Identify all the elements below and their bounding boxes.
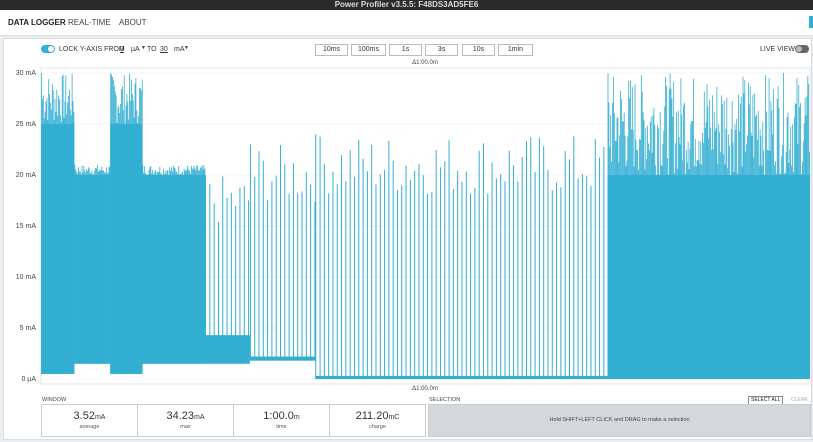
span-button[interactable]: 10ms bbox=[315, 44, 348, 56]
y-tick-label: 10 mA bbox=[16, 274, 37, 281]
span-button[interactable]: 1min bbox=[498, 44, 533, 56]
span-label: Δ1:00.0m bbox=[412, 386, 438, 392]
span-button[interactable]: 3s bbox=[425, 44, 458, 56]
dropdown-arrow: ▼ bbox=[141, 45, 146, 51]
selection-hint: Hold SHIFT+LEFT CLICK and DRAG to make a… bbox=[428, 404, 811, 437]
y-tick-label: 30 mA bbox=[16, 70, 37, 77]
live-view-label: LIVE VIEW bbox=[760, 46, 796, 53]
from-unit[interactable]: µA bbox=[131, 46, 140, 53]
nav-item[interactable]: REAL-TIME bbox=[68, 18, 111, 27]
stat-unit: mA bbox=[194, 414, 205, 421]
trace-band bbox=[249, 356, 316, 361]
lock-toggle[interactable] bbox=[41, 45, 55, 53]
stat-unit: mC bbox=[388, 414, 400, 421]
current-chart: Δ1:00.0m Δ1:00.0m 0 µA 5 mA 10 mA 15 mA 20 m… bbox=[16, 60, 811, 392]
y-tick-label: 5 mA bbox=[20, 325, 37, 332]
stat-value: 211.20 bbox=[355, 410, 389, 422]
stat-unit: m bbox=[293, 414, 300, 421]
logo bbox=[809, 16, 813, 28]
window-title: WINDOW bbox=[42, 397, 67, 403]
stat: 1:00.0m time bbox=[233, 404, 330, 437]
nav-bar: DATA LOGGER REAL-TIME ABOUT bbox=[0, 10, 813, 36]
from-input[interactable]: 0 bbox=[120, 46, 124, 53]
nav-item[interactable]: ABOUT bbox=[119, 18, 147, 27]
trace-band bbox=[315, 375, 608, 379]
span-button[interactable]: 10s bbox=[462, 44, 495, 56]
stat-value: 3.52 bbox=[73, 410, 95, 422]
live-toggle[interactable] bbox=[795, 45, 809, 53]
stat-label: time bbox=[276, 424, 287, 430]
to-unit[interactable]: mA bbox=[174, 46, 185, 53]
selection-title: SELECTION bbox=[429, 397, 461, 403]
span-button[interactable]: 100ms bbox=[351, 44, 386, 56]
stat-value: 34.23 bbox=[166, 410, 195, 422]
span-label: Δ1:00.0m bbox=[412, 60, 438, 66]
stat-unit: mA bbox=[94, 414, 106, 421]
y-tick-label: 0 µA bbox=[21, 376, 36, 383]
y-tick-label: 25 mA bbox=[16, 121, 37, 128]
stat-label: charge bbox=[369, 424, 386, 430]
to-label: TO bbox=[147, 46, 157, 53]
stat-label: average bbox=[79, 424, 100, 430]
y-tick-label: 20 mA bbox=[16, 172, 37, 179]
stat: 211.20mC charge bbox=[329, 404, 426, 437]
stat-value: 1:00.0 bbox=[263, 410, 294, 422]
lock-label: LOCK Y-AXIS FROM bbox=[59, 46, 125, 53]
stat: 3.52mA average bbox=[41, 404, 138, 437]
to-input[interactable]: 30 bbox=[160, 46, 168, 53]
clear-button[interactable]: CLEAR bbox=[791, 397, 808, 403]
y-tick-label: 15 mA bbox=[16, 223, 37, 230]
stat: 34.23mA max bbox=[137, 404, 234, 437]
span-button[interactable]: 1s bbox=[389, 44, 422, 56]
nav-item[interactable]: DATA LOGGER bbox=[8, 18, 66, 27]
window-title: Power Profiler v3.5.5: F48DS3AD5FE6 bbox=[0, 0, 813, 10]
stat-label: max bbox=[180, 424, 191, 430]
dropdown-arrow: ▼ bbox=[184, 45, 189, 51]
